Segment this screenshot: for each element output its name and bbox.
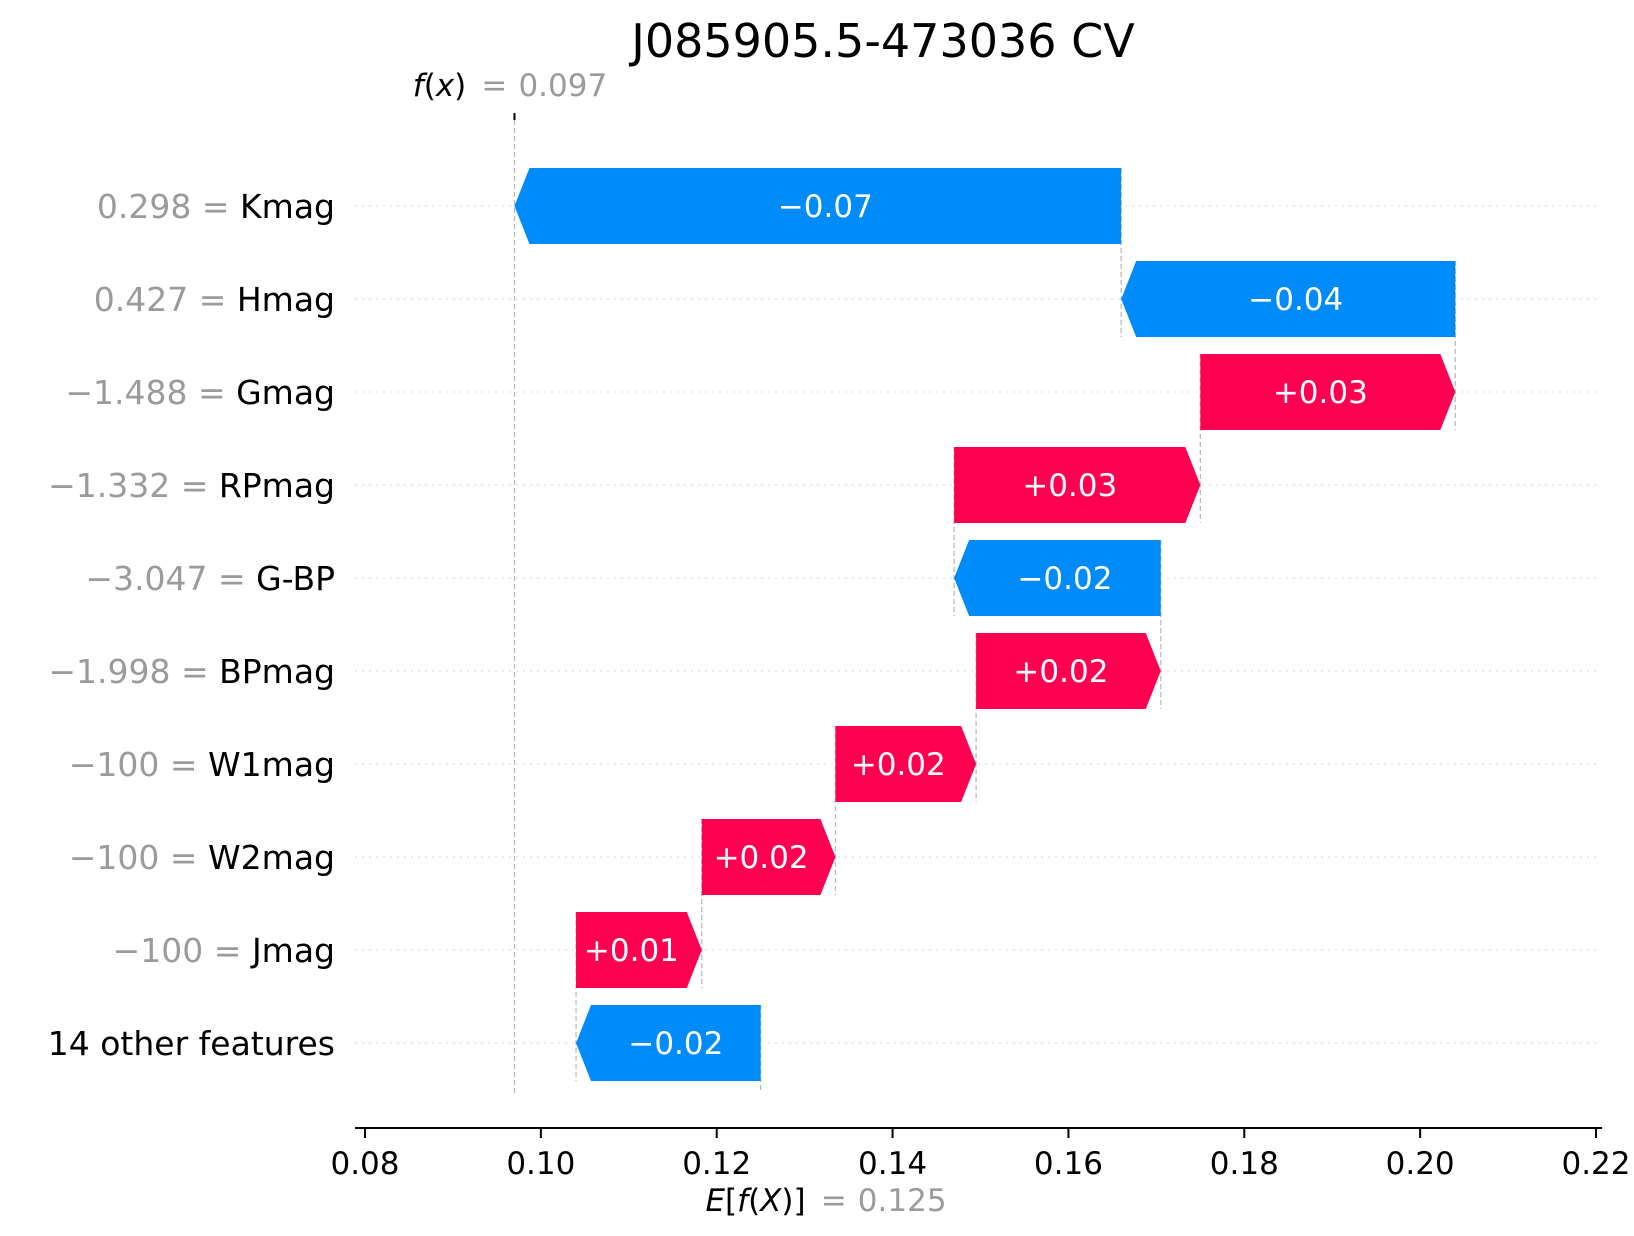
fx-paren-open: ( — [424, 68, 436, 104]
chart-title: J085905.5-473036 CV — [628, 14, 1135, 68]
x-tick-label: 0.14 — [858, 1146, 927, 1182]
feature-value: −100 = — [69, 745, 208, 784]
feature-value: −100 = — [113, 931, 252, 970]
bars: −0.07 −0.04 +0.03 +0.03 −0.02 +0.02 +0.02 +0.02… — [514, 168, 1456, 1081]
bar-value-label: +0.02 — [1013, 654, 1108, 690]
efx-annotation: E[f(X)] = 0.125 — [705, 1183, 946, 1219]
feature-label: −1.998 = BPmag — [48, 652, 335, 691]
feature-name: Kmag — [240, 187, 335, 226]
bar-value-label: −0.07 — [778, 189, 873, 225]
feature-label: −100 = W2mag — [69, 838, 335, 877]
fx-paren-close: ) — [454, 68, 466, 104]
feature-label: −100 = W1mag — [69, 745, 335, 784]
bar-w2mag — [701, 819, 836, 895]
bar-kmag — [514, 168, 1122, 244]
efx-value: 0.125 — [858, 1183, 947, 1219]
fx-equals: = — [481, 68, 507, 104]
feature-name: Jmag — [250, 931, 335, 970]
bar-value-label: −0.04 — [1248, 282, 1343, 318]
x-axis: 0.08 0.10 0.12 0.14 0.16 0.18 0.20 0.22 — [330, 1127, 1631, 1182]
bar-jmag — [576, 912, 702, 988]
x-tick-label: 0.16 — [1034, 1146, 1103, 1182]
x-tick-label: 0.22 — [1561, 1146, 1630, 1182]
feature-value: −1.332 = — [48, 466, 219, 505]
feature-label: −1.488 = Gmag — [65, 373, 335, 412]
bar-rpmag — [954, 447, 1201, 523]
bar-value-label: +0.02 — [851, 747, 946, 783]
bar-value-label: +0.02 — [714, 840, 809, 876]
feature-name: G-BP — [256, 559, 335, 598]
feature-label: −3.047 = G-BP — [85, 559, 335, 598]
x-tick-label: 0.08 — [330, 1146, 399, 1182]
bar-g-bp — [954, 540, 1161, 616]
bar-w1mag — [835, 726, 977, 802]
bar-value-label: −0.02 — [628, 1026, 723, 1062]
bar-value-label: +0.03 — [1022, 468, 1117, 504]
x-tick-label: 0.20 — [1386, 1146, 1455, 1182]
bar-14-other-features — [576, 1005, 761, 1081]
efx-paren-open: ( — [748, 1183, 760, 1219]
bar-value-label: +0.03 — [1273, 375, 1368, 411]
feature-value: −1.998 = — [48, 652, 219, 691]
feature-value: −3.047 = — [85, 559, 256, 598]
efx-bracket-open: [ — [725, 1183, 737, 1219]
fx-annotation: f(x) = 0.097 — [413, 68, 607, 104]
bar-hmag — [1121, 261, 1456, 337]
feature-value: −100 = — [69, 838, 208, 877]
feature-label: −1.332 = RPmag — [48, 466, 335, 505]
x-tick-label: 0.10 — [506, 1146, 575, 1182]
x-tick-label: 0.18 — [1210, 1146, 1279, 1182]
feature-value: 0.427 = — [94, 280, 237, 319]
efx-label-X: X — [758, 1183, 782, 1219]
efx-label-E: E — [705, 1183, 725, 1219]
feature-name: W2mag — [208, 838, 335, 877]
feature-name: W1mag — [208, 745, 335, 784]
efx-close: )] — [781, 1183, 805, 1219]
x-tick-label: 0.12 — [682, 1146, 751, 1182]
bar-value-label: −0.02 — [1017, 561, 1112, 597]
feature-name: RPmag — [219, 466, 335, 505]
fx-label-x: x — [435, 68, 455, 104]
bar-bpmag — [976, 633, 1161, 709]
feature-label: 0.298 = Kmag — [97, 187, 335, 226]
feature-name: Hmag — [237, 280, 335, 319]
feature-value: −1.488 = — [65, 373, 236, 412]
fx-value: 0.097 — [518, 68, 607, 104]
bar-value-label: +0.01 — [584, 933, 679, 969]
feature-label: 14 other features — [48, 1024, 335, 1063]
feature-name: Gmag — [236, 373, 335, 412]
feature-name: 14 other features — [48, 1024, 335, 1063]
feature-label: −100 = Jmag — [113, 931, 335, 970]
feature-value: 0.298 = — [97, 187, 240, 226]
feature-name: BPmag — [219, 652, 335, 691]
feature-label: 0.427 = Hmag — [94, 280, 335, 319]
efx-equals: = — [821, 1183, 847, 1219]
bar-gmag — [1200, 354, 1456, 430]
